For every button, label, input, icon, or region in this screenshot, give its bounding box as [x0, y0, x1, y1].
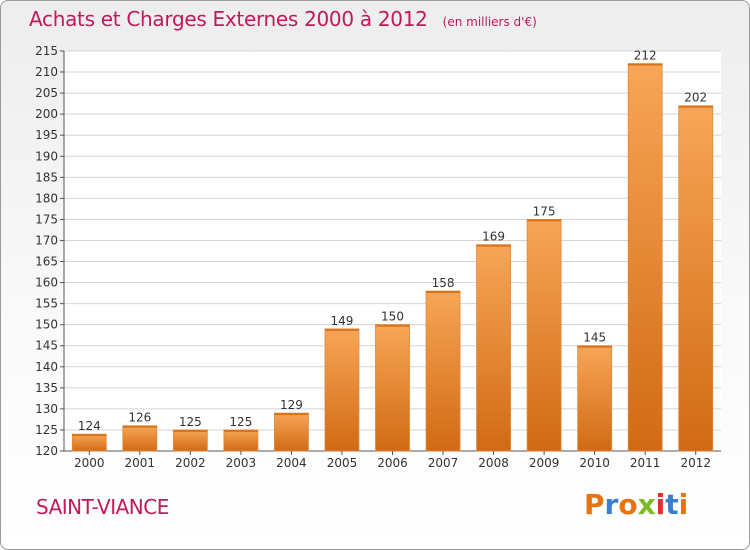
- data-label: 129: [280, 398, 303, 412]
- y-tick-label: 175: [35, 212, 58, 226]
- x-tick-label: 2002: [175, 456, 206, 470]
- bar: [526, 219, 562, 452]
- bar: [678, 105, 714, 452]
- y-tick-label: 195: [35, 128, 58, 142]
- proxiti-logo[interactable]: Proxiti: [584, 488, 688, 521]
- y-tick-label: 210: [35, 65, 58, 79]
- bar-top-edge: [375, 324, 410, 327]
- commune-name: SAINT-VIANCE: [36, 495, 169, 519]
- chart-subtitle: (en milliers d'€): [442, 15, 537, 29]
- bar: [375, 324, 410, 452]
- y-tick-label: 155: [35, 297, 58, 311]
- data-label: 125: [179, 415, 202, 429]
- y-tick-label: 180: [35, 191, 58, 205]
- data-label: 150: [381, 310, 404, 324]
- bar-top-edge: [72, 434, 107, 437]
- bar-top-edge: [527, 219, 562, 222]
- bar-top-edge: [173, 429, 208, 432]
- bar: [425, 290, 461, 452]
- chart-title: Achats et Charges Externes 2000 à 2012: [29, 7, 428, 31]
- bar: [324, 328, 360, 452]
- bar: [577, 345, 613, 452]
- x-tick-label: 2003: [226, 456, 257, 470]
- y-tick-label: 145: [35, 339, 58, 353]
- x-tick-label: 2012: [680, 456, 711, 470]
- title-block: Achats et Charges Externes 2000 à 2012 (…: [29, 7, 537, 31]
- bar-top-edge: [678, 105, 713, 108]
- y-tick-label: 160: [35, 276, 58, 290]
- x-tick-label: 2010: [579, 456, 610, 470]
- data-label: 149: [331, 314, 354, 328]
- y-tick-label: 125: [35, 423, 58, 437]
- logo-letter: P: [584, 488, 605, 521]
- data-label: 169: [482, 230, 505, 244]
- bar: [71, 433, 107, 452]
- bar: [122, 425, 158, 452]
- data-label: 212: [634, 49, 657, 63]
- logo-letter: t: [665, 488, 679, 521]
- data-label: 158: [432, 276, 455, 290]
- bar: [172, 429, 208, 452]
- bar-top-edge: [274, 413, 309, 416]
- bar: [627, 63, 663, 452]
- y-tick-label: 170: [35, 233, 58, 247]
- y-tick-label: 120: [35, 444, 58, 458]
- y-tick-label: 185: [35, 170, 58, 184]
- data-label: 126: [128, 411, 151, 425]
- x-tick-label: 2011: [630, 456, 661, 470]
- data-label: 175: [533, 204, 556, 218]
- bar-top-edge: [426, 291, 461, 293]
- x-tick-label: 2009: [529, 456, 560, 470]
- bar-top-edge: [223, 429, 258, 432]
- x-tick-label: 2001: [125, 456, 156, 470]
- y-tick-label: 215: [35, 44, 58, 58]
- logo-letter: r: [604, 488, 619, 521]
- y-tick-label: 200: [35, 107, 58, 121]
- x-tick-label: 2008: [478, 456, 509, 470]
- y-tick-label: 205: [35, 86, 58, 100]
- bar: [274, 412, 309, 452]
- y-tick-label: 150: [35, 318, 58, 332]
- y-tick-label: 190: [35, 149, 58, 163]
- logo-letter: i: [655, 488, 666, 521]
- y-tick-label: 140: [35, 360, 58, 374]
- x-tick-label: 2005: [327, 456, 358, 470]
- bar: [223, 429, 259, 452]
- logo-letter: x: [637, 488, 656, 521]
- x-tick-label: 2004: [276, 456, 307, 470]
- y-tick-label: 135: [35, 381, 58, 395]
- y-tick-label: 130: [35, 402, 58, 416]
- logo-letter: i: [678, 488, 689, 521]
- bar-top-edge: [122, 425, 157, 428]
- x-tick-label: 2006: [377, 456, 408, 470]
- logo-letter: o: [618, 488, 638, 521]
- data-label: 124: [78, 419, 101, 433]
- bar-top-edge: [324, 328, 359, 331]
- data-label: 202: [684, 91, 707, 105]
- x-tick-label: 2007: [428, 456, 459, 470]
- bar-top-edge: [628, 63, 663, 66]
- data-label: 145: [583, 331, 606, 345]
- x-tick-label: 2000: [74, 456, 105, 470]
- bar-top-edge: [577, 345, 612, 348]
- y-tick-label: 165: [35, 255, 58, 269]
- data-label: 125: [229, 415, 252, 429]
- bar-top-edge: [476, 244, 511, 247]
- bar: [476, 244, 511, 452]
